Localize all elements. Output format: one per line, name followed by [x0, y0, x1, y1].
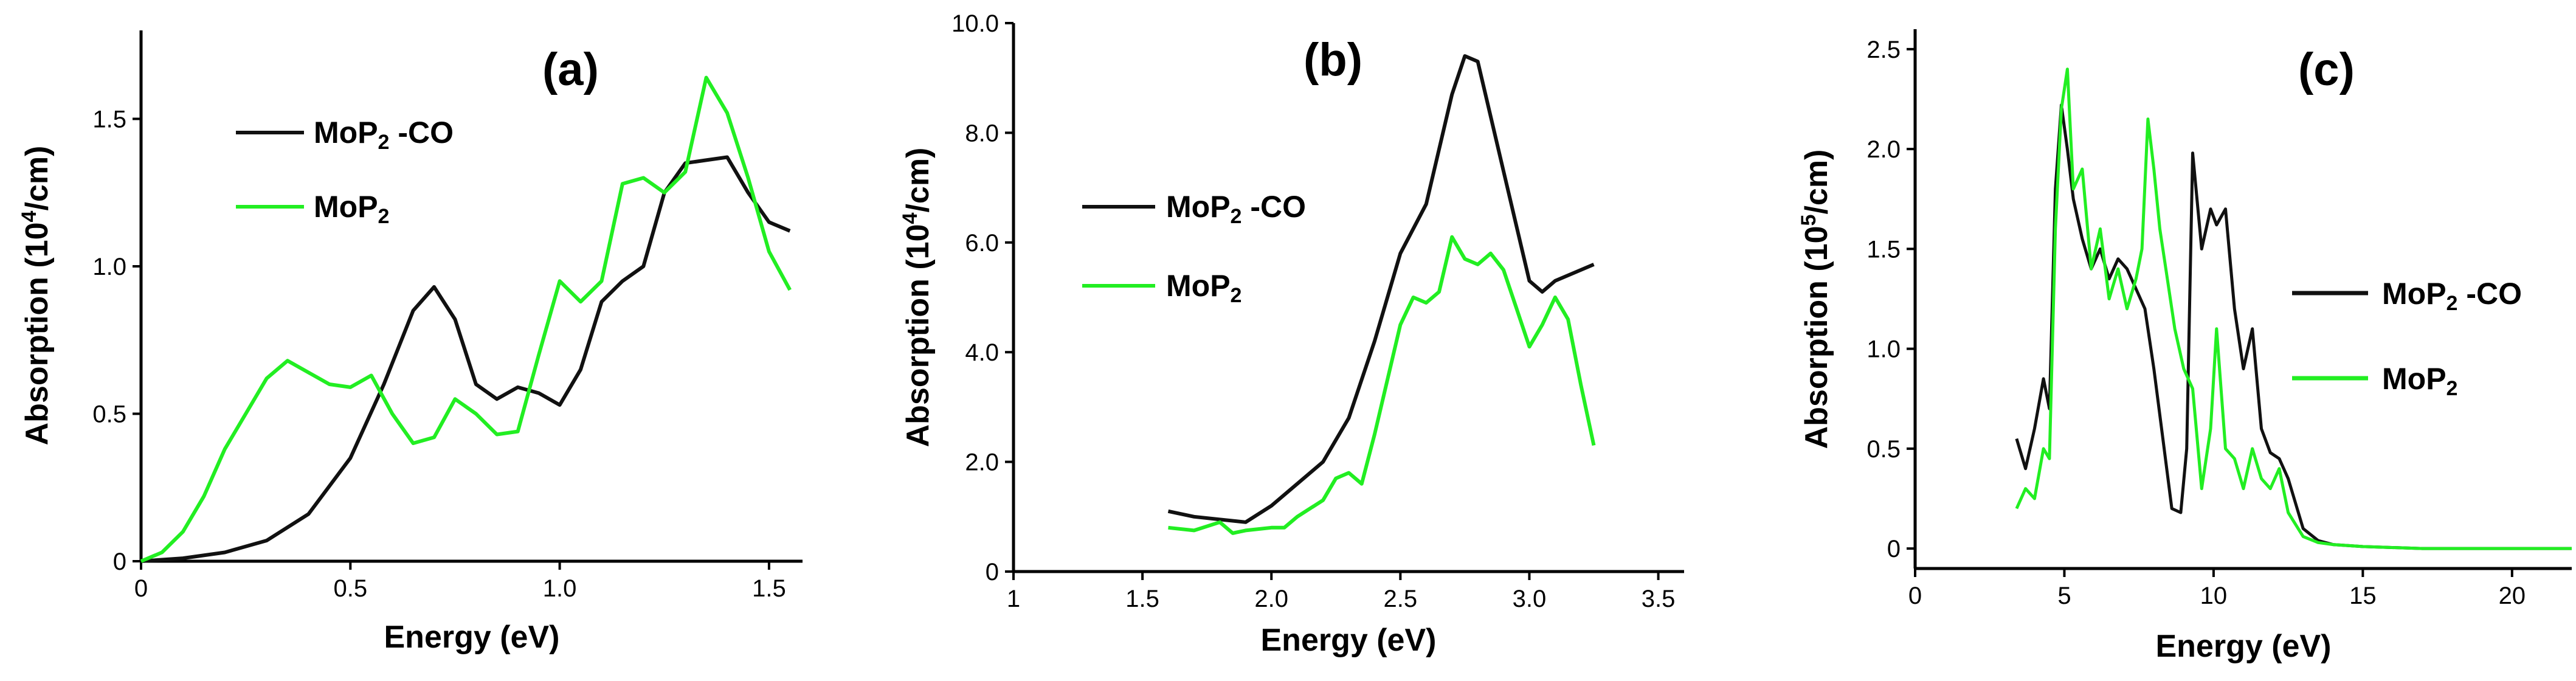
panel-b-y-tick-label: 0: [986, 559, 999, 586]
panel-a-x-tick-label: 1.5: [752, 575, 786, 602]
panel-b-x-axis-title: Energy (eV): [1261, 623, 1437, 658]
panel-a-legend: MoP2 -CO MoP2: [236, 116, 454, 228]
panel-c-legend-label-mop2-co: MoP2 -CO: [2382, 277, 2522, 315]
panel-c-y-tick-label: 0.5: [1866, 436, 1901, 463]
panel-c-y-tick-label: 1.0: [1866, 336, 1901, 363]
panel-a-label: (a): [542, 44, 599, 95]
panel-b-x-tick-label: 1.5: [1125, 586, 1159, 612]
panel-c-x-tick-label: 20: [2499, 582, 2526, 609]
panel-b-x-tick-label: 1: [1007, 586, 1020, 612]
panel-a-line-mop2: [140, 75, 792, 563]
panel-b-y-tick-label: 4.0: [965, 339, 999, 366]
panel-c-line-mop2: [2015, 67, 2572, 550]
panel-c-x-tick-label: 5: [2057, 582, 2071, 609]
panel-b-ticks: 1 1.5 2.0 2.5 3.0 3.5 0 2.0 4.0 6.0 8.0 10.0: [951, 10, 1675, 612]
panel-b-x-tick-label: 3.0: [1513, 586, 1547, 612]
panel-c-legend: MoP2 -CO MoP2: [2292, 277, 2522, 400]
panel-a-ticks: 0 0.5 1.0 1.5 0 0.5 1.0 1.5: [92, 106, 786, 603]
panel-b-y-axis-title: Absorption (104/cm): [899, 148, 936, 448]
panel-b-y-tick-label: 10.0: [951, 10, 999, 37]
panel-c-legend-label-mop2: MoP2: [2382, 362, 2457, 400]
panel-b-x-tick-label: 2.0: [1254, 586, 1288, 612]
panel-a-y-tick-label: 1.5: [92, 106, 126, 133]
panel-a-x-tick-label: 0.5: [333, 575, 367, 602]
panel-b-y-tick-label: 6.0: [965, 230, 999, 257]
panel-a-y-tick-label: 0.5: [92, 401, 126, 428]
panel-a-y-axis-title: Absorption (104/cm): [18, 146, 55, 446]
panel-b-line-mop2: [1168, 235, 1596, 535]
panel-c-y-tick-label: 2.0: [1866, 136, 1901, 163]
panel-b-x-tick-label: 3.5: [1642, 586, 1676, 612]
panel-a-legend-label-mop2-co: MoP2 -CO: [314, 116, 454, 154]
panel-b-legend-label-mop2-co: MoP2 -CO: [1166, 190, 1306, 228]
panel-c-x-axis-title: Energy (eV): [2156, 629, 2332, 664]
panel-b-legend-label-mop2: MoP2: [1166, 269, 1241, 307]
panel-c-y-tick-label: 0: [1887, 536, 1901, 562]
panel-a-x-tick-label: 1.0: [543, 575, 577, 602]
panel-b: 1 1.5 2.0 2.5 3.0 3.5 0 2.0 4.0 6.0 8.0 10.0 (b) En…: [899, 10, 1684, 658]
panel-a-legend-label-mop2: MoP2: [314, 190, 389, 228]
panel-a-y-tick-label: 1.0: [92, 254, 126, 280]
panel-a-x-tick-label: 0: [134, 575, 148, 602]
panel-b-label: (b): [1304, 34, 1362, 86]
panel-c-line-mop2-co: [2015, 103, 2572, 550]
panel-c-label: (c): [2298, 44, 2355, 95]
panel-c-x-tick-label: 10: [2200, 582, 2228, 609]
panel-c-x-tick-label: 0: [1908, 582, 1922, 609]
panel-a: 0 0.5 1.0 1.5 0 0.5 1.0 1.5 (a) Energy (eV) Abs…: [18, 30, 803, 655]
panel-c-y-tick-label: 1.5: [1866, 236, 1901, 263]
panel-a-line-mop2-co: [140, 155, 791, 563]
panel-b-x-tick-label: 2.5: [1384, 586, 1418, 612]
panel-c-y-tick-label: 2.5: [1866, 36, 1901, 63]
panel-b-y-tick-label: 2.0: [965, 449, 999, 476]
panel-b-y-tick-label: 8.0: [965, 120, 999, 147]
panel-b-line-mop2-co: [1167, 54, 1595, 524]
panel-a-y-tick-label: 0: [113, 548, 126, 575]
panel-a-x-axis-title: Energy (eV): [384, 620, 560, 655]
panel-b-legend: MoP2 -CO MoP2: [1082, 190, 1306, 307]
panel-c-x-tick-label: 15: [2349, 582, 2377, 609]
panel-c-ticks: 0 5 10 15 20 0 0.5 1.0 1.5 2.0 2.5: [1866, 36, 2526, 609]
panel-c-y-axis-title: Absorption (105/cm): [1797, 150, 1834, 449]
panel-c: 0 5 10 15 20 0 0.5 1.0 1.5 2.0 2.5 (c) Energy (eV)…: [1797, 29, 2572, 664]
